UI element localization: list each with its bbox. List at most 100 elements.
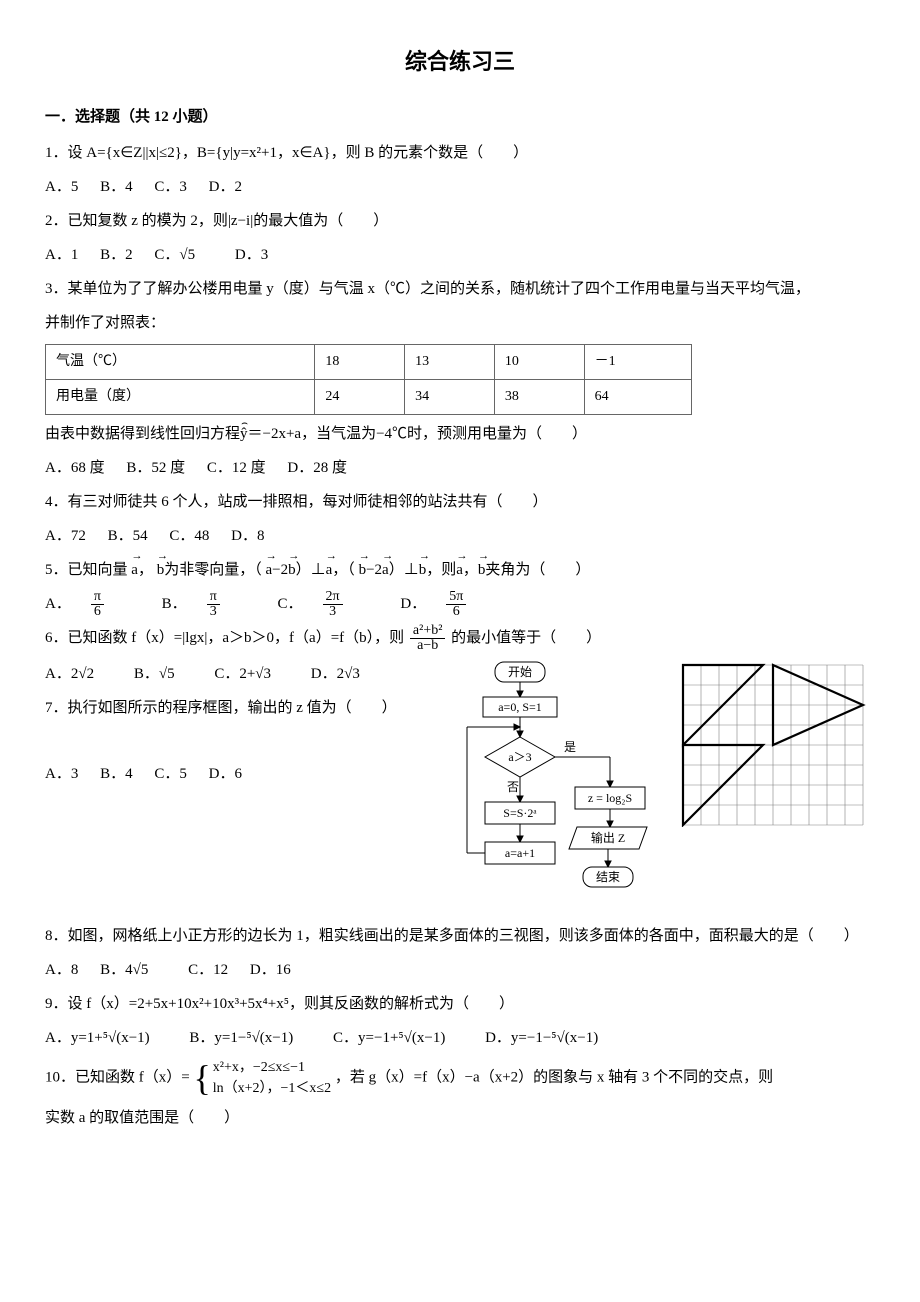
question-5-options: A．π6 B．π3 C．2π3 D．5π6 xyxy=(45,589,875,619)
q1-opt-d: D．2 xyxy=(209,179,242,195)
q5-text: 5．已知向量 xyxy=(45,562,128,578)
question-3-options: A．68 度 B．52 度 C．12 度 D．28 度 xyxy=(45,453,875,483)
page-title: 综合练习三 xyxy=(45,40,875,84)
svg-text:输出 Z: 输出 Z xyxy=(591,830,625,845)
q2-opt-b: B．2 xyxy=(100,247,133,263)
question-8: 8．如图，网格纸上小正方形的边长为 1，粗实线画出的是某多面体的三视图，则该多面… xyxy=(45,921,875,951)
q4-opt-a: A．72 xyxy=(45,528,86,544)
q5-opt-c: C．2π3 xyxy=(278,596,379,612)
q1-opt-a: A．5 xyxy=(45,179,78,195)
question-2-options: A．1 B．2 C．√5 D．3 xyxy=(45,240,875,270)
case-line: ln（x+2），−1＜x≤2 xyxy=(213,1081,331,1096)
q7-opt-b: B．4 xyxy=(100,766,133,782)
q3-text: 由表中数据得到线性回归方程 xyxy=(45,426,240,442)
question-7-options: A．3 B．4 C．5 D．6 xyxy=(45,759,445,789)
table-cell: 用电量（度） xyxy=(46,380,315,415)
q6-text: 6．已知函数 f（x）=|lgx|，a＞b＞0，f（a）=f（b），则 xyxy=(45,630,404,646)
q3-opt-d: D．28 度 xyxy=(287,460,347,476)
q3-opt-a: A．68 度 xyxy=(45,460,105,476)
question-9-options: A．y=1+⁵√(x−1) B．y=1−⁵√(x−1) C．y=−1+⁵√(x−… xyxy=(45,1023,875,1053)
q8-opt-b: B．4√5 xyxy=(100,962,166,978)
question-2: 2．已知复数 z 的模为 2，则|z−i|的最大值为（ ） xyxy=(45,206,875,236)
question-10: 10．已知函数 f（x）= { x²+x，−2≤x≤−1 ln（x+2），−1＜… xyxy=(45,1057,875,1099)
q5-opt-b: B．π3 xyxy=(162,596,256,612)
vector-b: b xyxy=(288,555,296,585)
q6-opt-a: A．2√2 xyxy=(45,666,112,682)
q9-opt-b: B．y=1−⁵√(x−1) xyxy=(189,1030,311,1046)
q8-opt-d: D．16 xyxy=(250,962,291,978)
svg-text:a=0, S=1: a=0, S=1 xyxy=(498,700,542,714)
q2-opt-c: C．√5 xyxy=(154,247,213,263)
q8-opt-c: C．12 xyxy=(188,962,228,978)
q5-text: −2 xyxy=(366,562,382,578)
q9-opt-d: D．y=−1−⁵√(x−1) xyxy=(485,1030,616,1046)
q10-text: ，若 g（x）=f（x）−a（x+2）的图象与 x 轴有 3 个不同的交点，则 xyxy=(335,1070,773,1086)
q9-opt-a: A．y=1+⁵√(x−1) xyxy=(45,1030,168,1046)
table-cell: 24 xyxy=(315,380,405,415)
svg-text:开始: 开始 xyxy=(508,665,532,679)
q2-opt-d: D．3 xyxy=(235,247,268,263)
vector-b: b xyxy=(157,555,165,585)
q3-opt-b: B．52 度 xyxy=(126,460,185,476)
q4-opt-b: B．54 xyxy=(108,528,148,544)
table-row: 气温（℃） 18 13 10 －1 xyxy=(46,345,692,380)
vector-b: b xyxy=(478,555,486,585)
question-3-line1: 3．某单位为了了解办公楼用电量 y（度）与气温 x（℃）之间的关系，随机统计了四… xyxy=(45,274,875,304)
table-cell: 13 xyxy=(405,345,495,380)
svg-text:否: 否 xyxy=(507,780,519,794)
svg-text:结束: 结束 xyxy=(596,870,620,884)
table-cell: 38 xyxy=(494,380,584,415)
table-cell: 10 xyxy=(494,345,584,380)
q5-text: ，则 xyxy=(426,562,456,578)
question-9: 9．设 f（x）=2+5x+10x²+10x³+5x⁴+x⁵，则其反函数的解析式… xyxy=(45,989,875,1019)
q5-opt-d: D．5π6 xyxy=(400,596,502,612)
question-1-options: A．5 B．4 C．3 D．2 xyxy=(45,172,875,202)
q5-text: ）⊥ xyxy=(296,562,326,578)
q6-text: 的最小值等于（ ） xyxy=(451,630,601,646)
q7-opt-d: D．6 xyxy=(209,766,242,782)
q7-opt-a: A．3 xyxy=(45,766,78,782)
vector-b: b xyxy=(419,555,427,585)
q5-text: 夹角为（ ） xyxy=(485,562,590,578)
svg-text:S=S·2ᵃ: S=S·2ᵃ xyxy=(503,806,537,820)
three-view-grid xyxy=(675,657,875,827)
table-row: 用电量（度） 24 34 38 64 xyxy=(46,380,692,415)
q5-text: ）⊥ xyxy=(389,562,419,578)
q9-opt-c: C．y=−1+⁵√(x−1) xyxy=(333,1030,463,1046)
q3-table: 气温（℃） 18 13 10 －1 用电量（度） 24 34 38 64 xyxy=(45,344,692,415)
vector-a: a xyxy=(326,555,333,585)
svg-text:是: 是 xyxy=(564,740,576,754)
question-3-line3: 由表中数据得到线性回归方程⌢ŷ＝−2x+a，当气温为−4℃时，预测用电量为（ ） xyxy=(45,419,875,449)
table-cell: 气温（℃） xyxy=(46,345,315,380)
q6-fraction: a²+b²a−b xyxy=(410,624,446,653)
section-heading: 一．选择题（共 12 小题） xyxy=(45,102,875,132)
table-cell: －1 xyxy=(584,345,692,380)
question-7: 7．执行如图所示的程序框图，输出的 z 值为（ ） xyxy=(45,693,445,723)
vector-b: b xyxy=(359,555,367,585)
q10-text: 10．已知函数 f（x）= xyxy=(45,1070,190,1086)
question-6: 6．已知函数 f（x）=|lgx|，a＞b＞0，f（a）=f（b），则 a²+b… xyxy=(45,623,875,653)
table-cell: 18 xyxy=(315,345,405,380)
question-10-line2: 实数 a 的取值范围是（ ） xyxy=(45,1103,875,1133)
vector-a: a xyxy=(382,555,389,585)
q3-text2: ＝−2x+a，当气温为−4℃时，预测用电量为（ ） xyxy=(248,426,588,442)
vector-a: a xyxy=(456,555,463,585)
q6-opt-d: D．2√3 xyxy=(311,666,378,682)
q5-opt-a: A．π6 xyxy=(45,596,140,612)
question-3-line2: 并制作了对照表： xyxy=(45,308,875,338)
question-6-options: A．2√2 B．√5 C．2+√3 D．2√3 xyxy=(45,659,445,689)
q5-text: ， xyxy=(138,562,153,578)
q2-opt-a: A．1 xyxy=(45,247,78,263)
table-cell: 34 xyxy=(405,380,495,415)
q1-opt-b: B．4 xyxy=(100,179,133,195)
svg-text:z = log₂S: z = log₂S xyxy=(588,791,632,805)
q6-opt-c: C．2+√3 xyxy=(214,666,289,682)
question-1: 1．设 A={x∈Z||x|≤2}，B={y|y=x²+1，x∈A}，则 B 的… xyxy=(45,138,875,168)
q4-opt-d: D．8 xyxy=(231,528,264,544)
case-line: x²+x，−2≤x≤−1 xyxy=(213,1060,305,1075)
vector-a: a xyxy=(265,555,272,585)
q5-text: −2 xyxy=(272,562,288,578)
q1-opt-c: C．3 xyxy=(154,179,187,195)
svg-text:a＞3: a＞3 xyxy=(508,750,531,764)
q8-opt-a: A．8 xyxy=(45,962,78,978)
